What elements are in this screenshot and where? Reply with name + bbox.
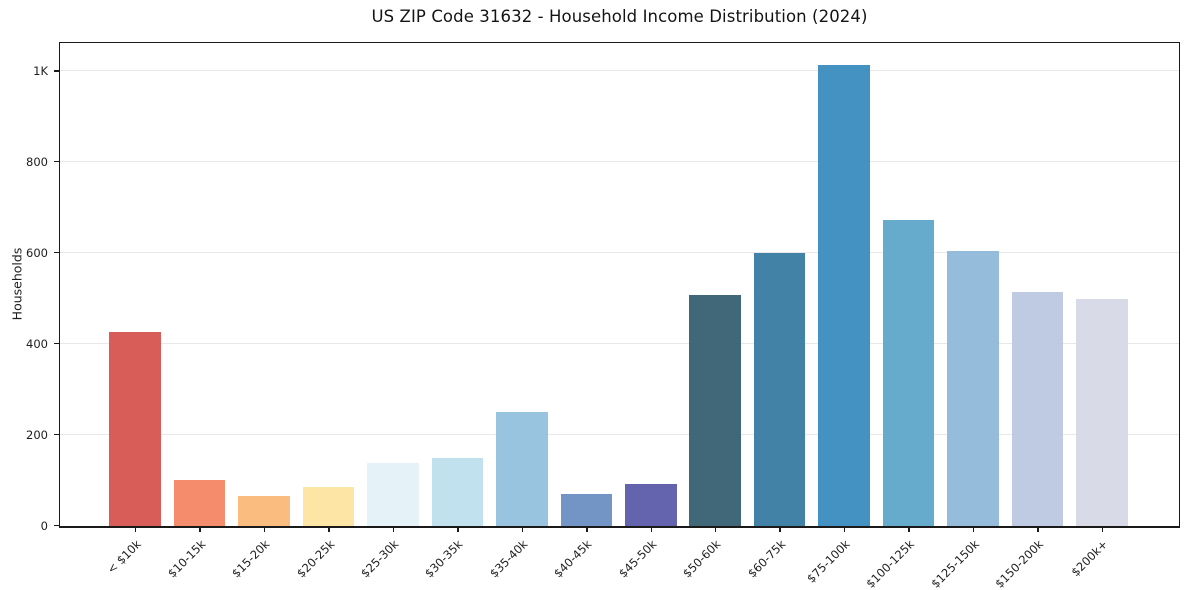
y-tick-label: 200: [26, 427, 48, 442]
x-tick-mark: [328, 527, 330, 532]
x-tick-label: $125-150k: [927, 537, 982, 590]
x-tick-label: $60-75k: [744, 537, 789, 581]
y-tick-mark: [54, 251, 59, 254]
bar: [625, 484, 677, 526]
x-tick-label: $45-50k: [615, 537, 660, 581]
x-tick-mark: [908, 527, 910, 532]
x-tick-mark: [1101, 527, 1104, 532]
bar: [367, 463, 419, 526]
x-tick-mark: [650, 527, 652, 532]
x-tick-label: $30-35k: [422, 537, 466, 581]
x-tick-label: $200k+: [1068, 537, 1111, 580]
x-tick-label: $20-25k: [293, 537, 337, 581]
bar: [302, 486, 355, 526]
y-tick-label: 600: [26, 245, 48, 260]
bar: [496, 412, 548, 526]
x-tick-mark: [521, 527, 524, 532]
x-tick-mark: [972, 527, 975, 532]
x-tick-label: $50-60k: [680, 537, 724, 581]
bar: [689, 294, 741, 526]
x-tick-label: < $10k: [103, 537, 144, 577]
gridline: [60, 160, 1179, 162]
bar: [560, 494, 613, 526]
y-tick-mark: [54, 524, 59, 527]
bar: [173, 480, 226, 526]
x-tick-label: $150-200k: [992, 537, 1046, 590]
x-tick-label: $100-125k: [863, 537, 918, 590]
bar: [1011, 291, 1064, 526]
bar: [753, 252, 806, 526]
y-tick-mark: [54, 70, 59, 72]
x-tick-mark: [392, 527, 395, 532]
bar: [109, 332, 161, 526]
y-tick-label: 800: [26, 154, 48, 169]
bar: [882, 220, 935, 526]
x-tick-mark: [263, 527, 266, 532]
x-tick-label: $15-20k: [228, 537, 273, 581]
gridline: [60, 433, 1179, 435]
x-tick-mark: [586, 527, 588, 532]
x-tick-label: $75-100k: [803, 537, 853, 586]
y-tick-mark: [54, 342, 59, 345]
x-tick-mark: [199, 527, 201, 532]
x-tick-mark: [714, 527, 717, 532]
x-tick-label: $40-45k: [551, 537, 595, 581]
x-tick-label: $35-40k: [486, 537, 531, 581]
bar: [238, 495, 290, 526]
plot-area: [59, 42, 1180, 528]
x-tick-mark: [843, 527, 846, 532]
y-tick-mark: [54, 160, 59, 163]
gridline: [60, 69, 1179, 71]
bar: [1076, 298, 1128, 526]
bar: [431, 458, 484, 526]
bar: [947, 251, 999, 526]
gridline: [60, 251, 1179, 253]
x-tick-mark: [779, 527, 781, 532]
y-tick-mark: [54, 433, 59, 436]
x-tick-mark: [134, 527, 137, 532]
y-tick-label: 1K: [33, 63, 48, 78]
gridline: [60, 342, 1179, 344]
x-tick-mark: [1037, 527, 1039, 532]
y-tick-label: 400: [26, 336, 48, 351]
chart-title: US ZIP Code 31632 - Household Income Dis…: [371, 7, 868, 26]
x-tick-mark: [457, 527, 459, 532]
y-tick-label: 0: [40, 518, 48, 533]
x-tick-label: $25-30k: [357, 537, 402, 581]
bar: [818, 65, 870, 526]
x-tick-label: $10-15k: [164, 537, 208, 581]
